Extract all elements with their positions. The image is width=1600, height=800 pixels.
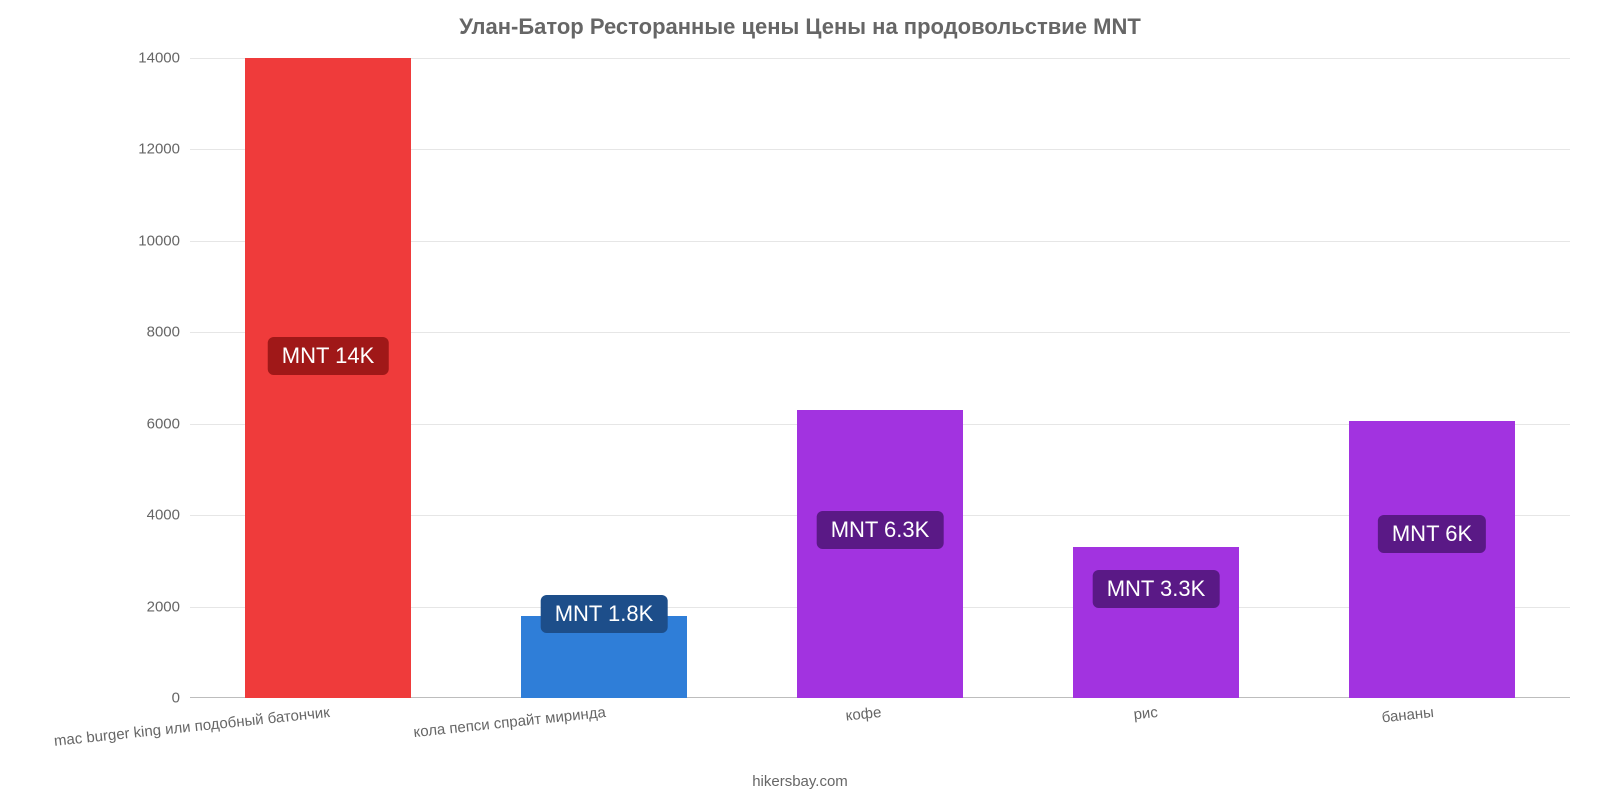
x-tick-label: кофе (844, 698, 882, 725)
bar (797, 410, 963, 698)
x-tick-label: рис (1132, 698, 1159, 723)
bar (245, 58, 411, 698)
y-tick-label: 8000 (147, 324, 190, 341)
x-tick-label: бананы (1380, 698, 1434, 726)
value-badge: MNT 6K (1378, 515, 1486, 553)
y-tick-label: 10000 (138, 232, 190, 249)
value-badge: MNT 1.8K (541, 595, 668, 633)
y-tick-label: 2000 (147, 598, 190, 615)
x-tick-label: кола пепси спрайт миринда (412, 698, 607, 741)
y-tick-label: 0 (172, 690, 190, 707)
y-tick-label: 12000 (138, 141, 190, 158)
value-badge: MNT 14K (268, 337, 389, 375)
value-badge: MNT 6.3K (817, 511, 944, 549)
value-badge: MNT 3.3K (1093, 570, 1220, 608)
y-tick-label: 4000 (147, 507, 190, 524)
bar (1349, 421, 1515, 698)
plot-area: 02000400060008000100001200014000MNT 14Km… (190, 58, 1570, 698)
chart-credit: hikersbay.com (0, 773, 1600, 790)
chart-title: Улан-Батор Ресторанные цены Цены на прод… (0, 0, 1600, 40)
y-tick-label: 6000 (147, 415, 190, 432)
x-tick-label: mac burger king или подобный батончик (52, 698, 330, 750)
chart-container: Улан-Батор Ресторанные цены Цены на прод… (0, 0, 1600, 800)
y-tick-label: 14000 (138, 50, 190, 67)
